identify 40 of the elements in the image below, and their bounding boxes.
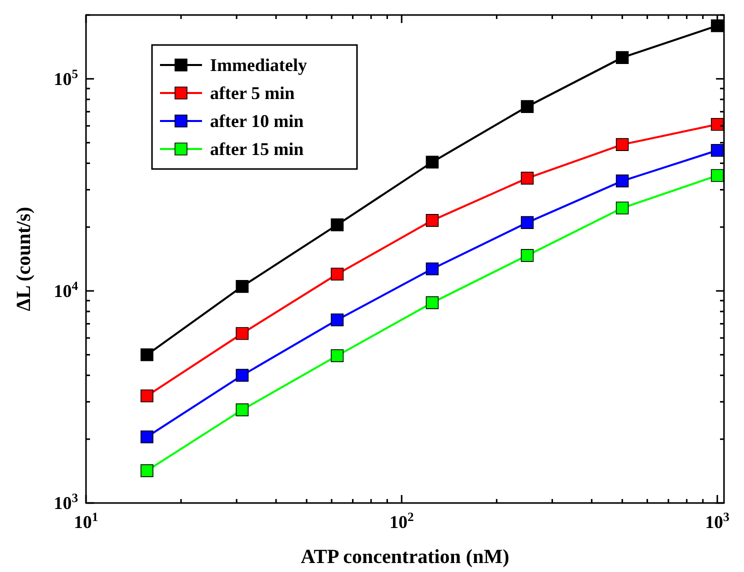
y-axis-title: ΔL (count/s) (13, 206, 35, 312)
point (616, 174, 629, 188)
point (140, 348, 154, 362)
point (520, 100, 534, 113)
point (520, 172, 534, 185)
point (330, 349, 344, 362)
point (140, 389, 154, 402)
point (236, 368, 249, 382)
point (710, 144, 724, 157)
point (236, 280, 249, 293)
legend-label: Immediately (210, 55, 307, 75)
legend-label: after 10 min (210, 111, 304, 131)
point (426, 262, 439, 276)
point (710, 118, 724, 131)
point (426, 296, 439, 310)
point (616, 51, 629, 64)
point (330, 218, 344, 232)
point (710, 19, 724, 32)
point (520, 249, 534, 262)
point (140, 430, 154, 444)
point (140, 464, 154, 478)
y-tick-label: 10$^{3}$ (54, 491, 78, 513)
x-tick-label: 10$^{3}$ (705, 510, 730, 532)
point (426, 214, 439, 227)
legend-label: after 5 min (210, 83, 295, 103)
x-axis-title: ATP concentration (nM) (300, 546, 510, 568)
point (330, 268, 344, 281)
point (520, 216, 534, 229)
point (236, 327, 249, 340)
point (616, 202, 629, 214)
x-tick-label: 10$^{2}$ (390, 510, 414, 532)
point (616, 138, 629, 151)
x-tick-label: 10$^{1}$ (74, 510, 98, 532)
y-tick-label: 10$^{4}$ (54, 278, 79, 301)
legend-label: after 15 min (210, 139, 304, 159)
point (426, 156, 439, 168)
point (710, 169, 724, 182)
point (236, 403, 249, 416)
y-tick-label: 10$^{5}$ (54, 66, 78, 89)
point (330, 314, 344, 326)
